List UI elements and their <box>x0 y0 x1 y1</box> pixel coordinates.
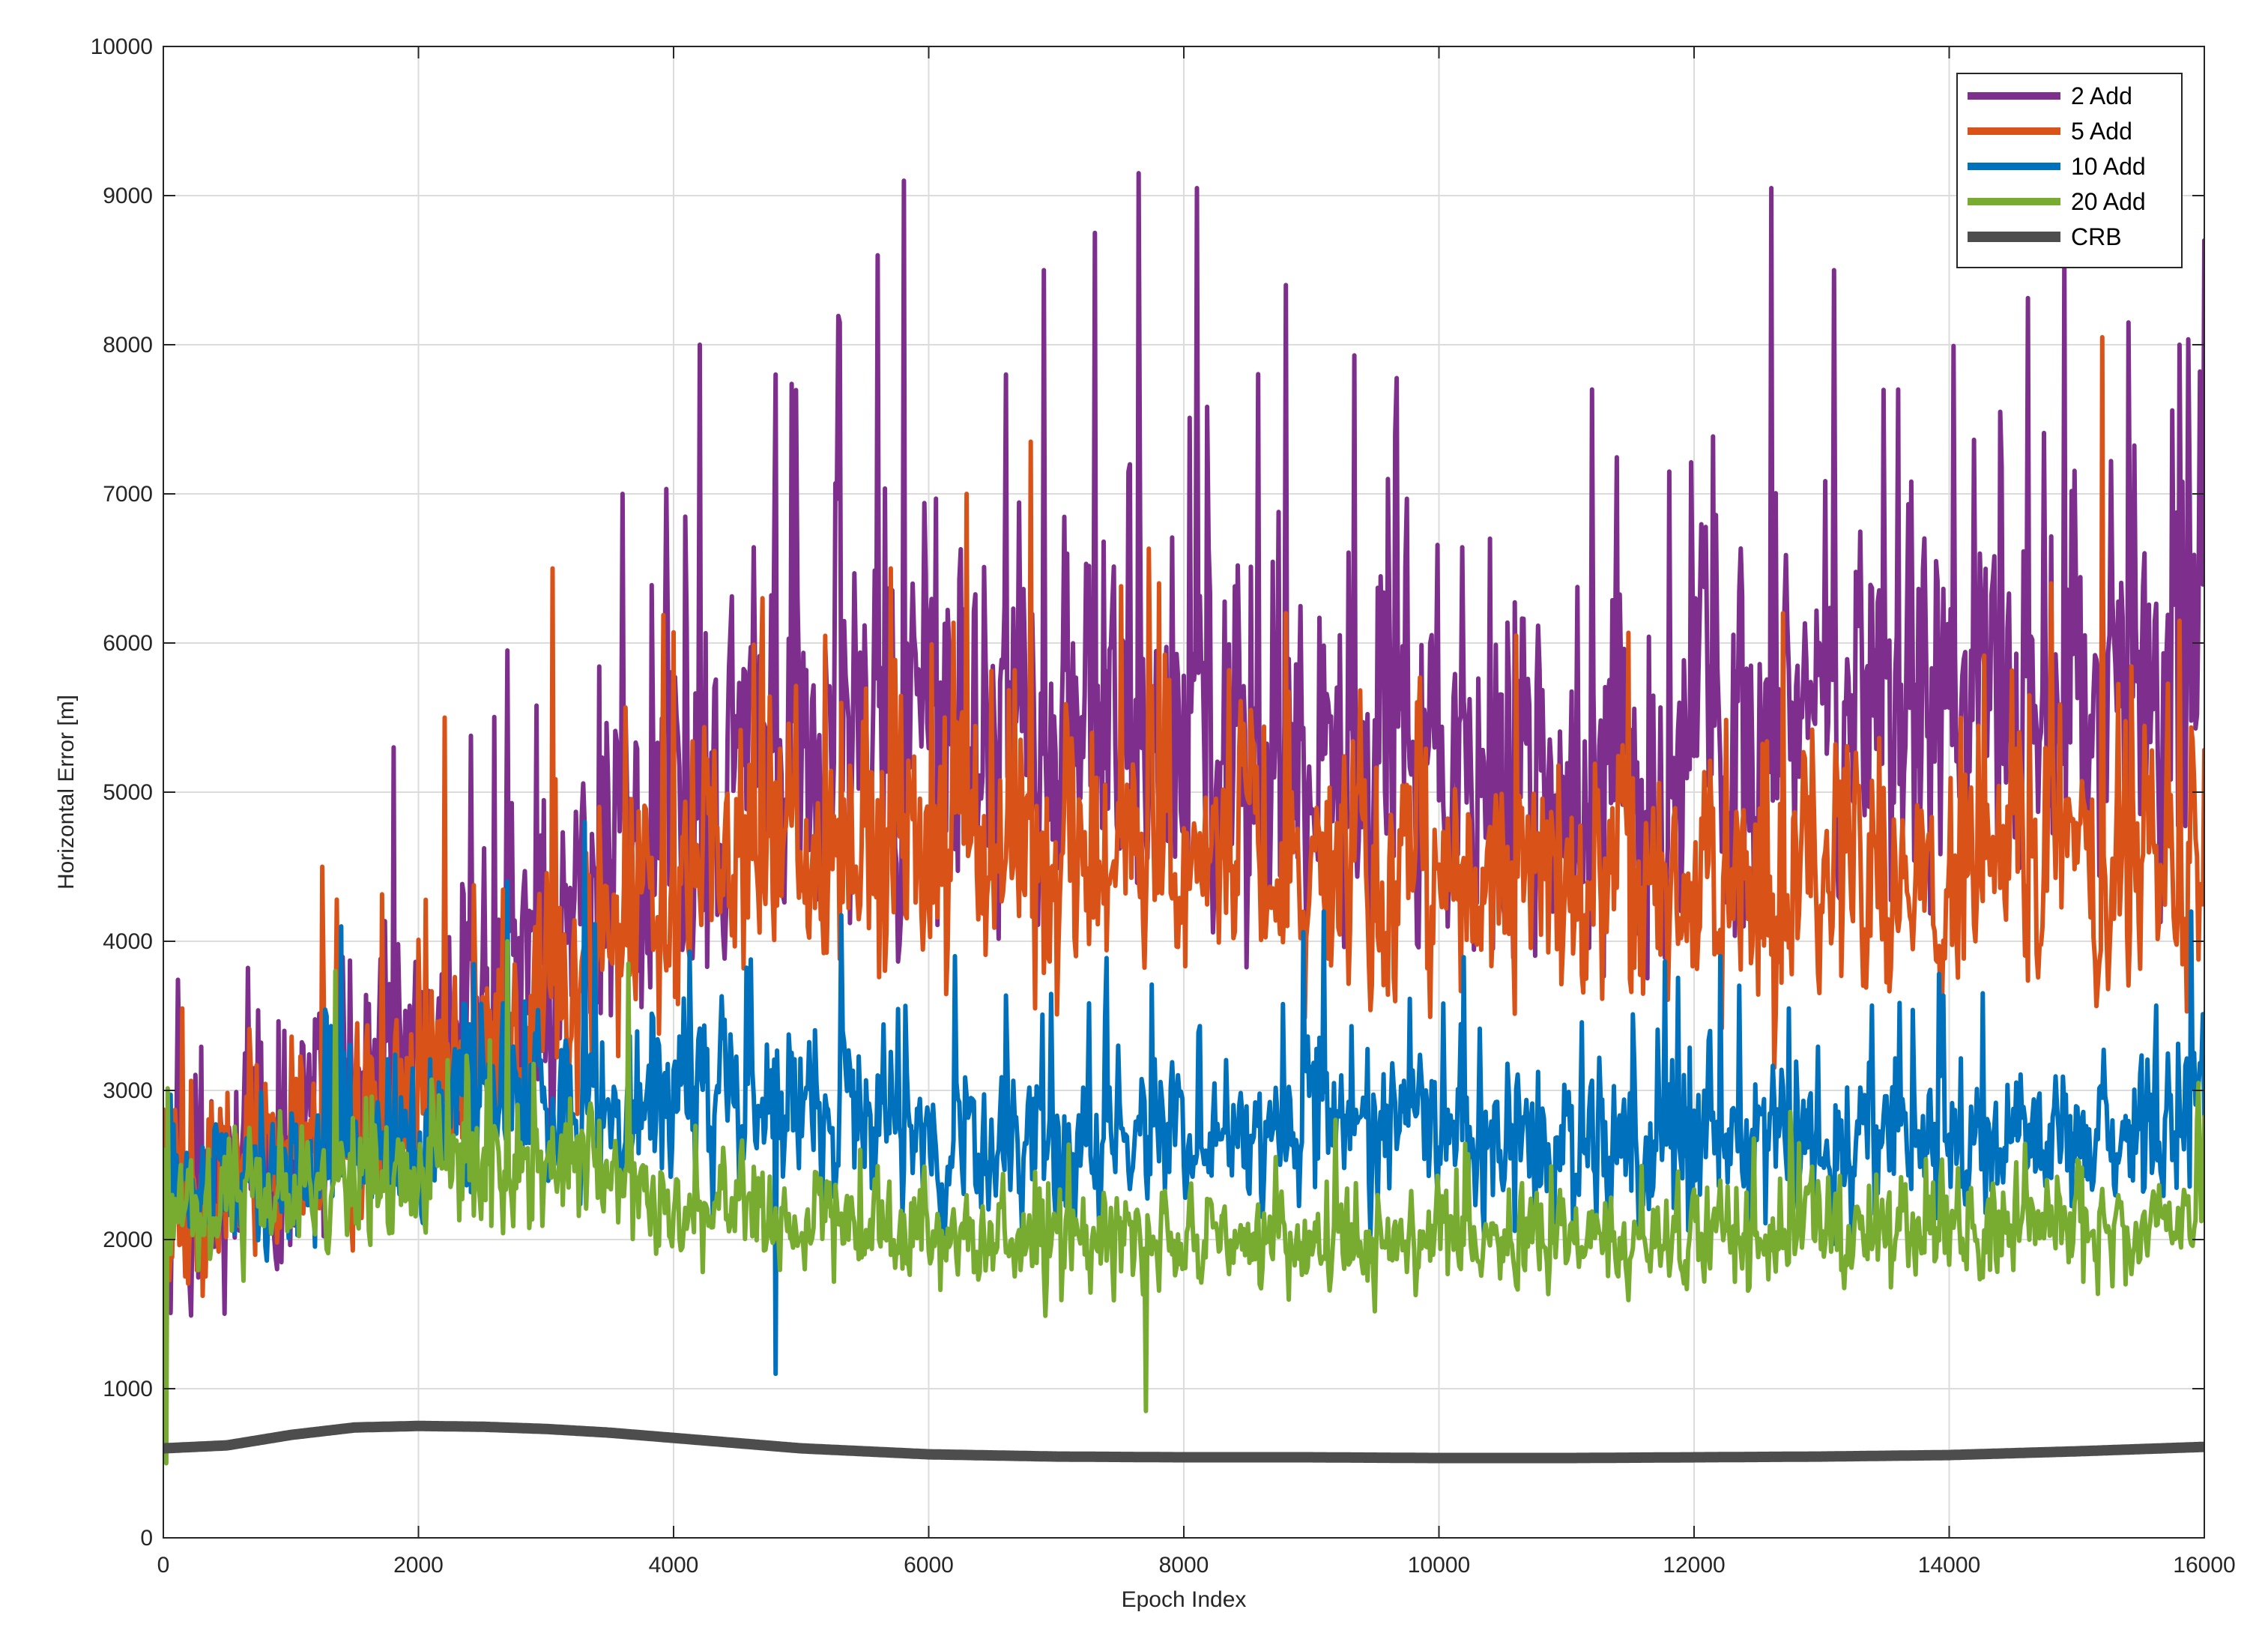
x-tick-label: 12000 <box>1663 1553 1725 1578</box>
x-tick-label: 16000 <box>2173 1553 2235 1578</box>
legend-label: 20 Add <box>2071 188 2146 215</box>
legend-label: 2 Add <box>2071 82 2132 109</box>
y-tick-label: 0 <box>140 1526 153 1551</box>
series-layer <box>163 171 2204 1466</box>
y-tick-label: 7000 <box>103 482 153 507</box>
series-line-5-add <box>163 335 2204 1299</box>
x-tick-label: 2000 <box>393 1553 444 1578</box>
x-tick-label: 0 <box>157 1553 170 1578</box>
x-tick-label: 8000 <box>1159 1553 1209 1578</box>
y-tick-label: 8000 <box>103 333 153 357</box>
x-tick-label: 4000 <box>649 1553 699 1578</box>
series-line-crb <box>163 1420 2204 1464</box>
x-tick-label: 10000 <box>1408 1553 1470 1578</box>
y-tick-label: 1000 <box>103 1377 153 1401</box>
legend-label: 5 Add <box>2071 118 2132 145</box>
x-tick-label: 6000 <box>904 1553 954 1578</box>
y-tick-label: 2000 <box>103 1228 153 1252</box>
y-tick-label: 10000 <box>91 34 153 59</box>
y-tick-label: 5000 <box>103 780 153 805</box>
series-line-20-add <box>163 939 2204 1466</box>
y-tick-label: 4000 <box>103 929 153 954</box>
y-tick-label: 6000 <box>103 631 153 656</box>
legend-label: CRB <box>2071 223 2122 250</box>
x-tick-label: 14000 <box>1918 1553 1980 1578</box>
x-axis-title: Epoch Index <box>1122 1587 1247 1612</box>
y-axis-title: Horizontal Error [m] <box>54 695 79 890</box>
legend: 2 Add 5 Add 10 Add 20 Add CRB <box>1956 73 2183 268</box>
legend-label: 10 Add <box>2071 153 2146 180</box>
y-tick-label: 9000 <box>103 184 153 208</box>
y-tick-label: 3000 <box>103 1078 153 1103</box>
series-line-10-add <box>163 819 2204 1377</box>
ticks: 0 2000 4000 6000 8000 10000 12000 14000 16000 0 10… <box>91 34 2236 1578</box>
